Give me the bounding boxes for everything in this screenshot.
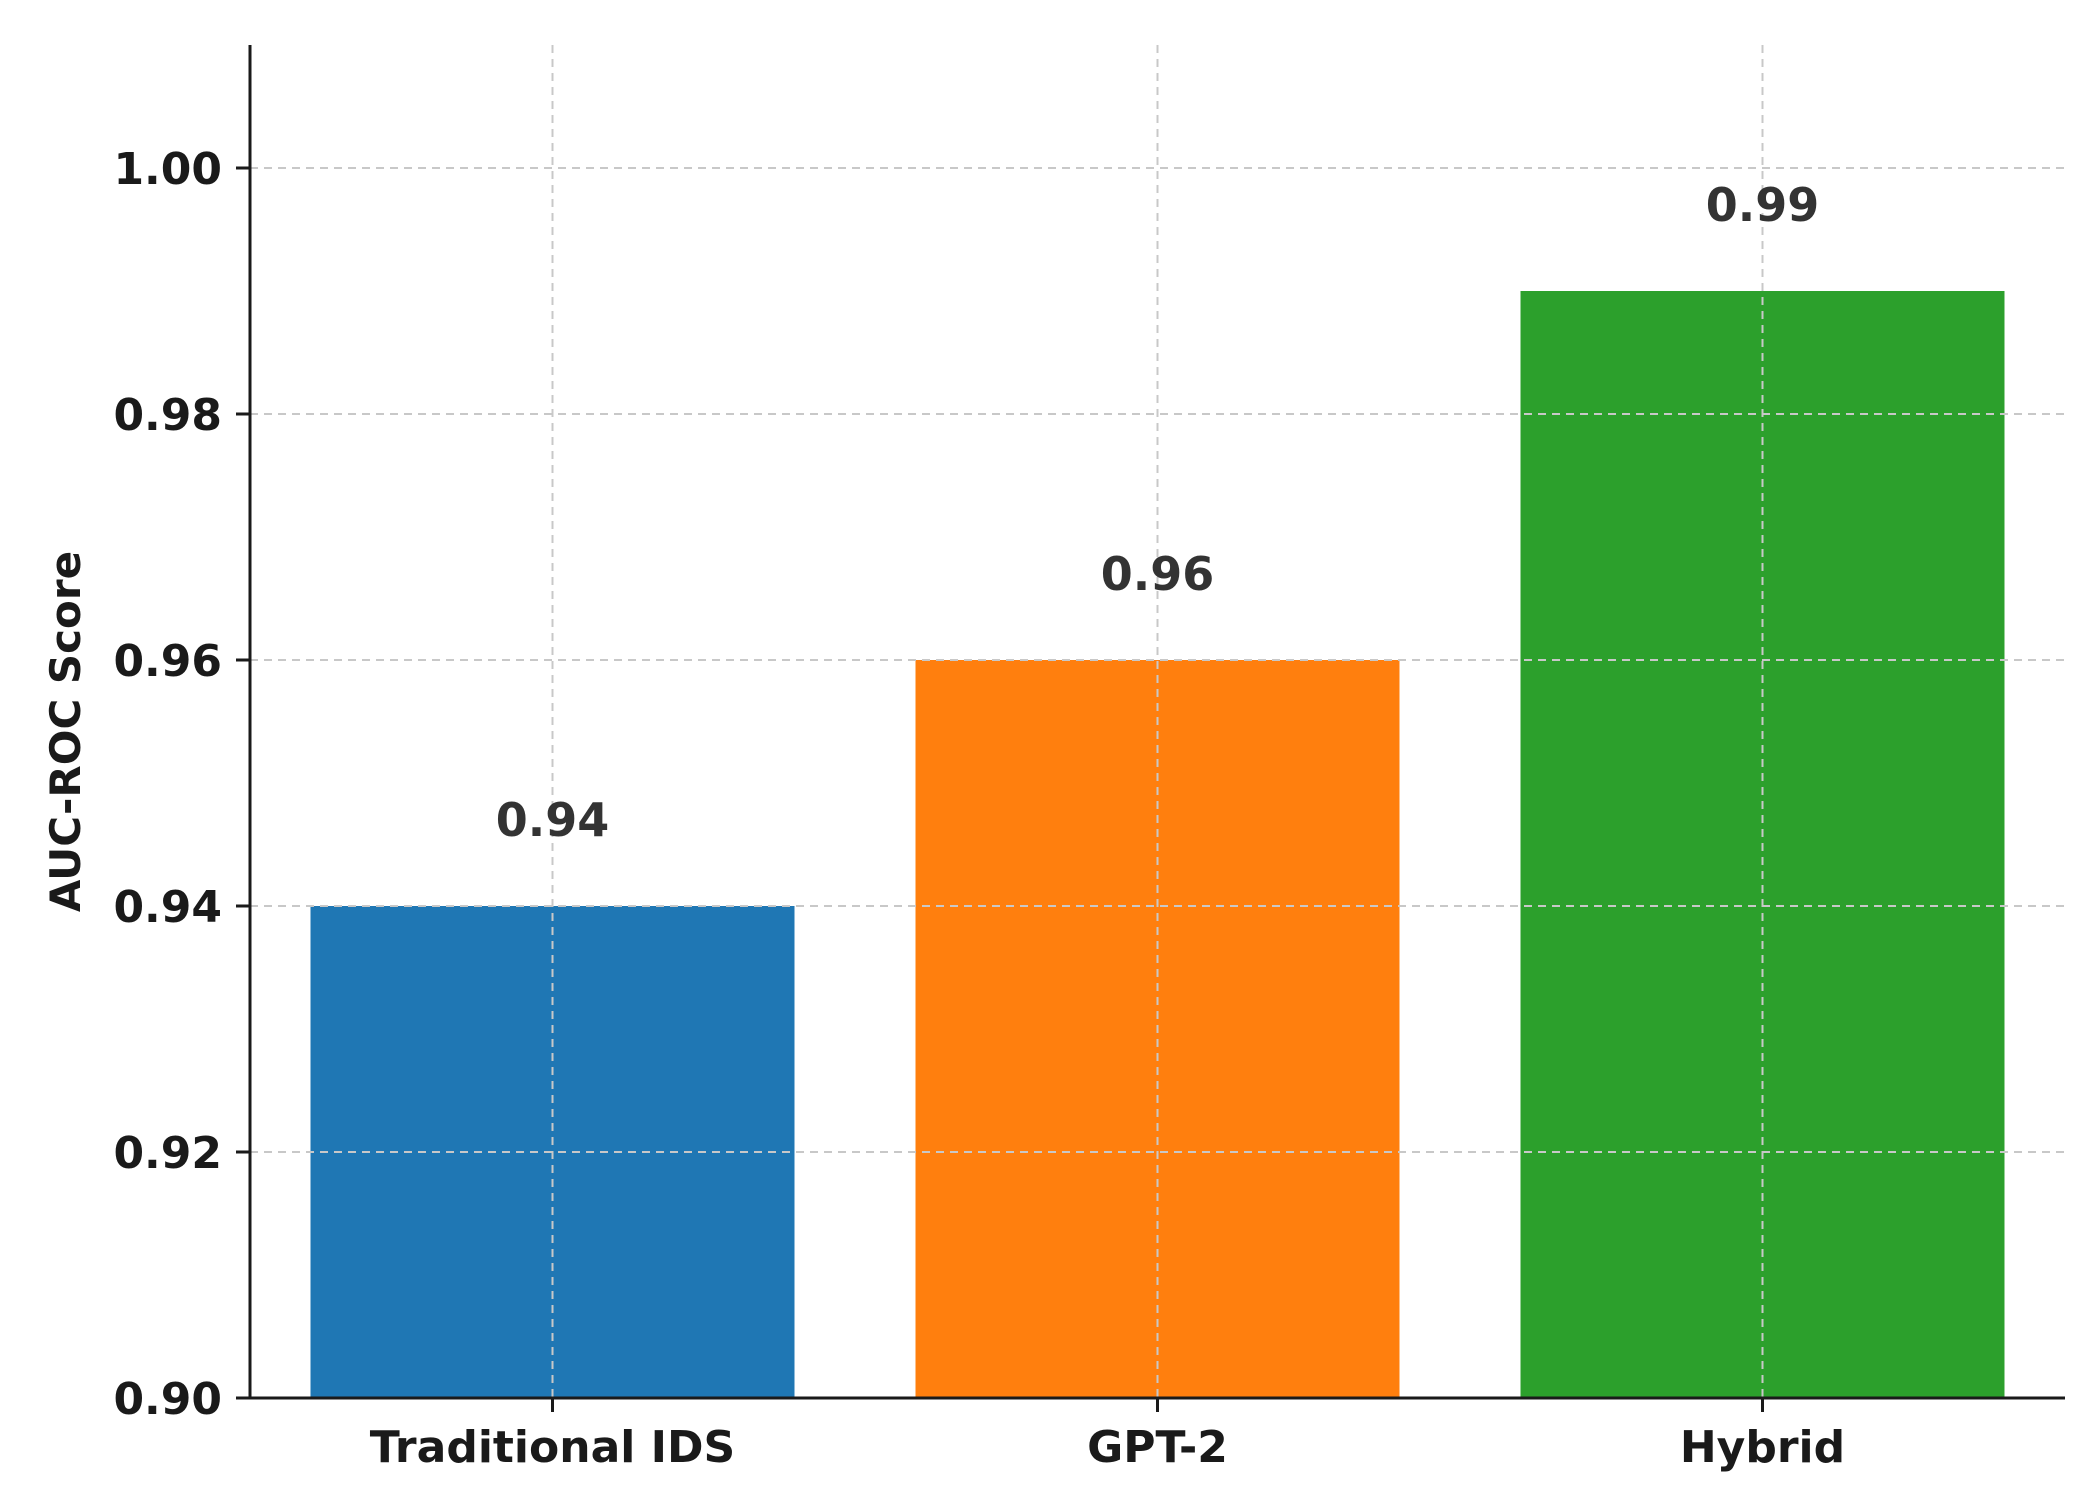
y-tick-label: 0.98 [113,390,222,441]
y-tick-label: 0.94 [113,882,222,933]
x-tick-label: GPT-2 [1087,1422,1228,1473]
x-ticks: Traditional IDS GPT-2 Hybrid [370,1398,1845,1473]
bars [250,45,2065,1398]
y-tick-label: 0.96 [113,636,222,687]
y-tick-label: 0.90 [113,1374,222,1425]
y-tick-label: 0.92 [113,1128,222,1179]
value-labels: 0.94 0.96 0.99 [496,178,1820,847]
x-tick-label: Hybrid [1680,1422,1845,1473]
y-axis-title: AUC-ROC Score [41,551,90,912]
bar-value-label: 0.99 [1706,178,1820,232]
y-ticks: 0.90 0.92 0.94 0.96 0.98 1.00 [113,144,250,1425]
bar-value-label: 0.94 [496,793,610,847]
y-tick-label: 1.00 [113,144,222,195]
x-tick-label: Traditional IDS [370,1422,736,1473]
bar-value-label: 0.96 [1101,547,1215,601]
